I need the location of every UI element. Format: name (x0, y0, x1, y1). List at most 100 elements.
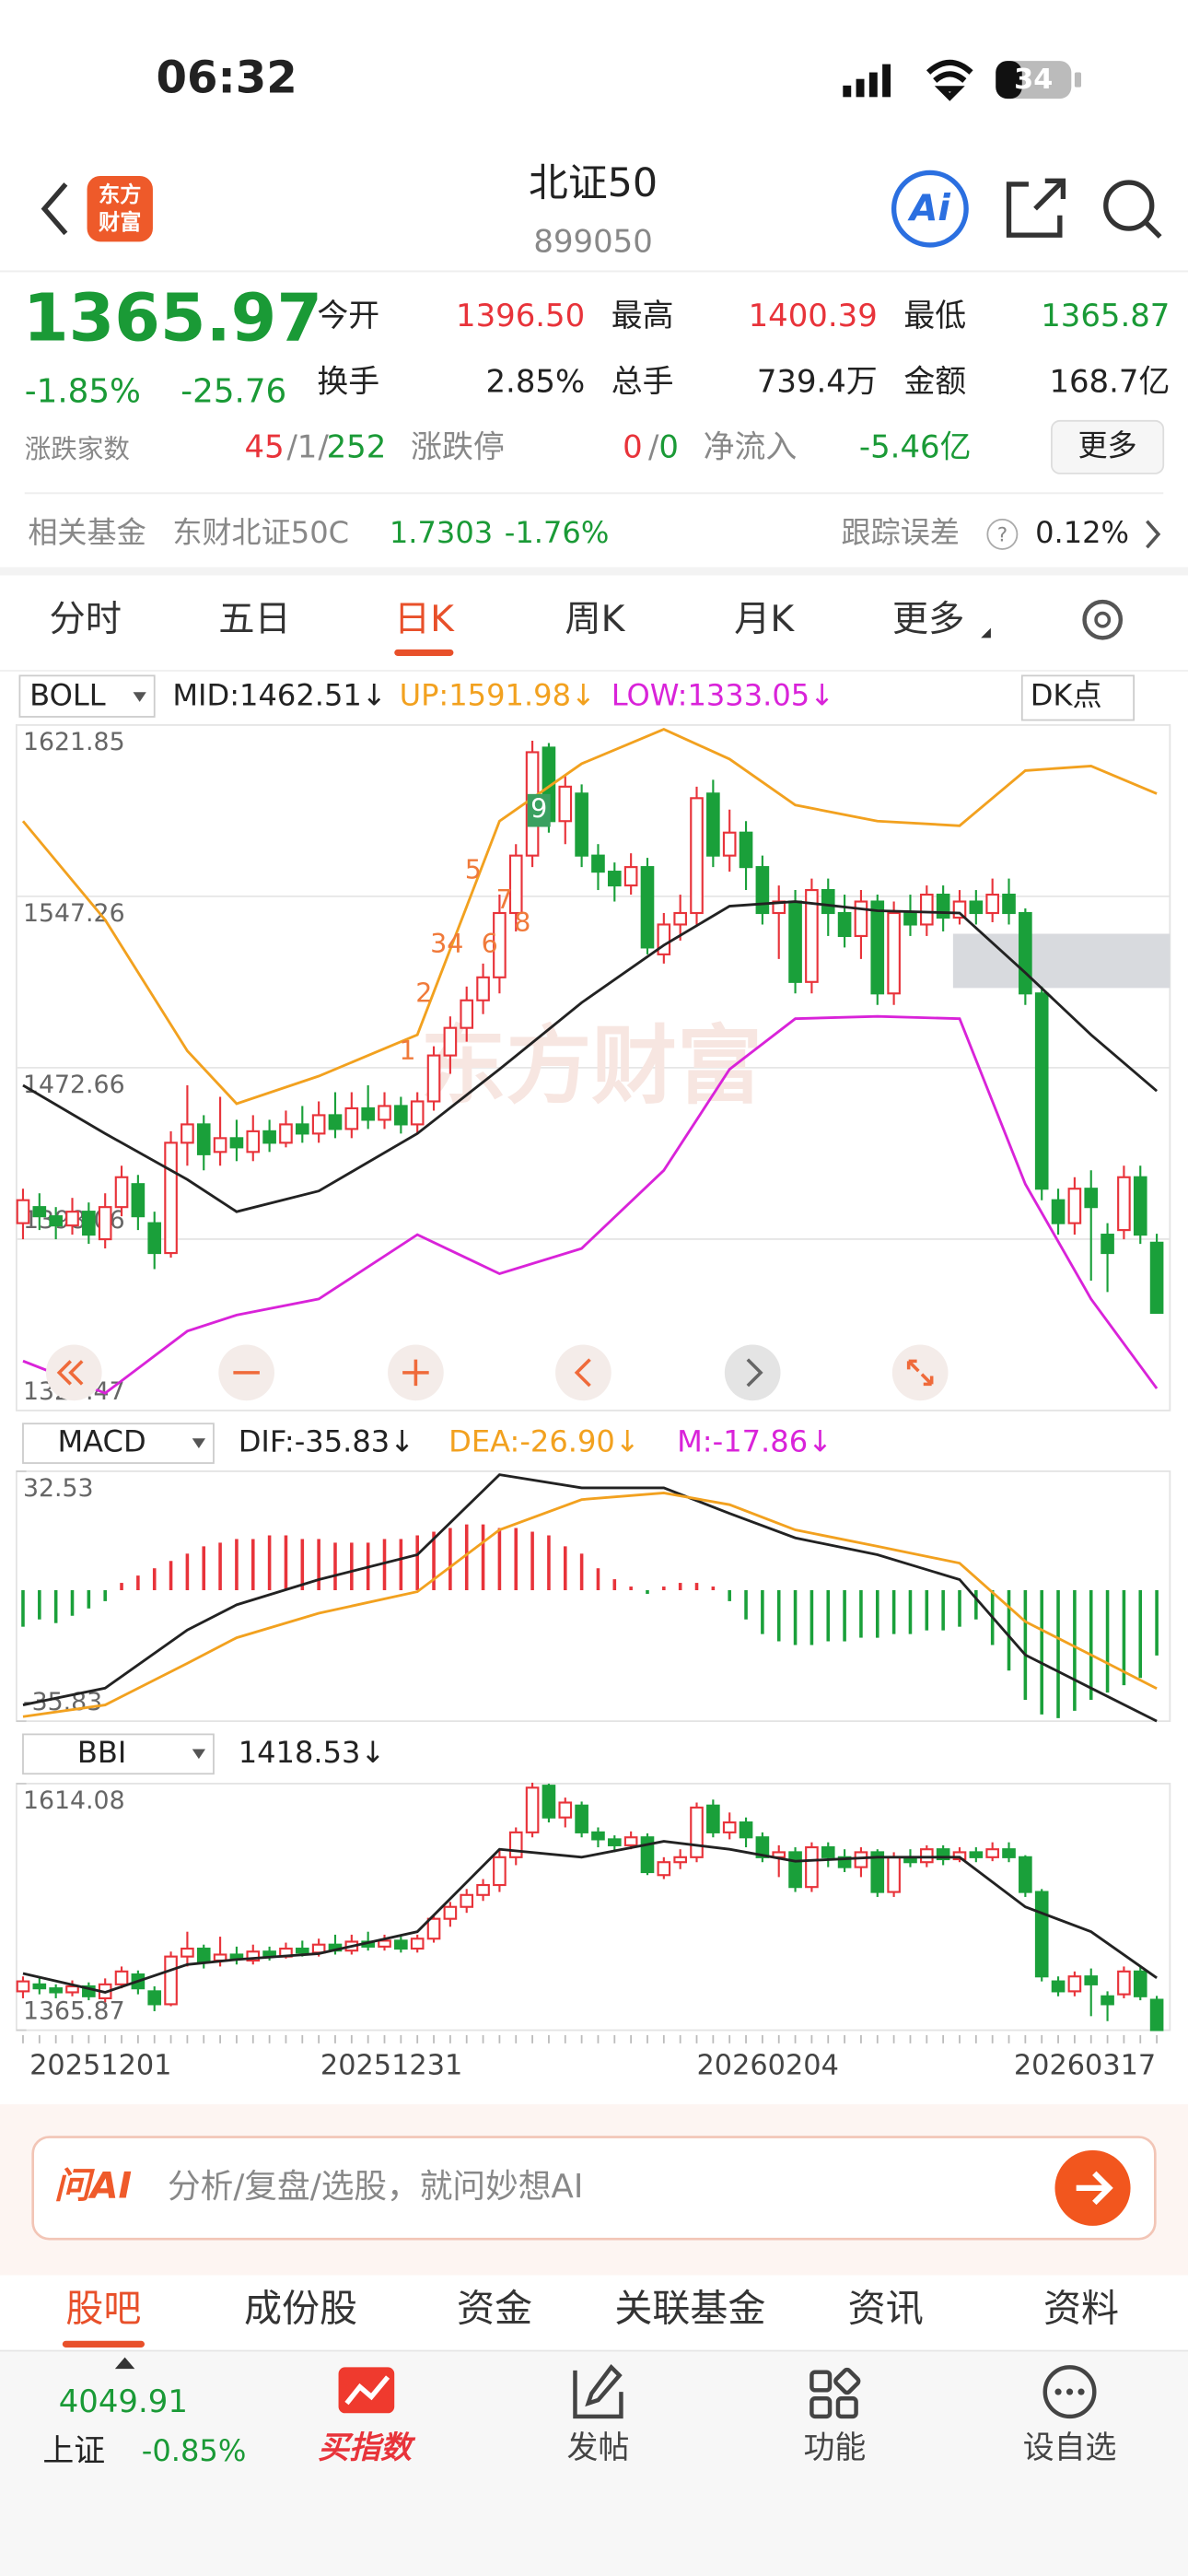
index-code: 899050 (533, 224, 652, 260)
tab[interactable]: 五日 (218, 599, 291, 640)
limit-label: 涨跌停 (411, 429, 505, 465)
section-tab[interactable]: 资金 (457, 2287, 532, 2331)
indicator-select[interactable] (18, 674, 156, 718)
breadth-sep: / (318, 429, 329, 465)
chart-control[interactable] (45, 1344, 102, 1401)
candle-body (164, 1955, 178, 2006)
breadth-label: 涨跌家数 (25, 434, 130, 464)
candle-body (1051, 1199, 1066, 1224)
candle-body (16, 1199, 30, 1224)
candle-body (1117, 1970, 1131, 1996)
nav-index-value: 4049.91 (59, 2383, 188, 2419)
candle-body (821, 1845, 835, 1858)
chart-frame (15, 1783, 1171, 2032)
td-count: 1 (399, 1036, 415, 1066)
breadth-fall: 252 (327, 429, 387, 465)
page-title: 北证50 (529, 160, 658, 206)
dropdown-arrow (192, 1438, 206, 1448)
candle-body (558, 785, 573, 823)
nav-item[interactable]: 功能 (803, 2430, 866, 2465)
battery-text: 34 (1014, 64, 1053, 96)
candle-body (607, 871, 622, 887)
candle-body (476, 1883, 490, 1896)
share-button[interactable] (1006, 178, 1066, 238)
section-tab[interactable]: 成份股 (244, 2287, 357, 2331)
legend-item: UP:1591.98↓ (400, 678, 596, 713)
candle-body (1101, 1234, 1114, 1255)
candle-body (805, 888, 819, 983)
section-tab[interactable]: 关联基金 (614, 2287, 765, 2331)
candle-body (147, 1990, 162, 2006)
candle-body (378, 1105, 391, 1121)
x-tick-label: 20260317 (1014, 2049, 1156, 2081)
search-button[interactable] (1103, 180, 1162, 239)
change: -25.76 (181, 372, 286, 410)
candle-body (1067, 1188, 1082, 1224)
candle-body (114, 1970, 129, 1985)
field-value: 1396.50 (456, 298, 585, 334)
candle-body (887, 1856, 901, 1893)
indicator-select[interactable] (22, 1423, 215, 1464)
chart-control[interactable] (891, 1344, 949, 1401)
chart-control[interactable] (555, 1344, 611, 1401)
section-tab[interactable]: 资讯 (848, 2287, 924, 2331)
candle-body (394, 1105, 408, 1126)
legend-item: 1418.53↓ (239, 1735, 386, 1770)
candle-body (1149, 1241, 1164, 1315)
candle-body (969, 900, 984, 915)
td-count: 6 (482, 929, 498, 959)
nav-item[interactable]: 设自选 (1023, 2430, 1117, 2465)
candle-body (591, 854, 605, 873)
candle-body (246, 1130, 261, 1153)
tab[interactable]: 日K (394, 599, 455, 640)
tab[interactable]: 周K (565, 599, 625, 640)
candle-body (460, 999, 474, 1029)
y-tick-label: 1614.08 (23, 1786, 125, 1815)
help-icon[interactable] (986, 518, 1019, 550)
ai-label: Ai (907, 188, 950, 229)
candle-body (508, 1831, 523, 1858)
chart-control[interactable] (724, 1344, 781, 1401)
candle-body (575, 1804, 588, 1833)
breadth-rise: 45 (245, 429, 285, 465)
chart-frame (15, 1470, 1171, 1723)
settings-button[interactable] (1082, 599, 1124, 640)
breadth-flat: 1 (297, 429, 318, 465)
dk-badge[interactable] (1020, 674, 1136, 721)
candle-body (49, 1215, 63, 1227)
candle-body (690, 1806, 704, 1858)
candle-body (460, 1893, 474, 1908)
back-button[interactable] (41, 182, 68, 236)
candle-body (1002, 893, 1016, 915)
section-tab[interactable]: 股吧 (65, 2287, 141, 2331)
candle-body (1084, 1975, 1099, 1985)
dropdown-arrow (133, 692, 146, 702)
candle-body (952, 1851, 967, 1861)
td-count: 2 (415, 978, 432, 1009)
nav-item[interactable]: 买指数 (318, 2430, 416, 2465)
candle-body (378, 1939, 391, 1948)
candle-body (985, 1848, 999, 1858)
limit-sep: / (648, 429, 659, 465)
candle-body (98, 1206, 112, 1241)
tab[interactable]: 更多 (892, 599, 964, 640)
indicator-select[interactable] (22, 1733, 215, 1775)
ai-button[interactable] (891, 170, 969, 248)
tab[interactable]: 月K (734, 599, 795, 640)
td-count: 5 (465, 855, 482, 885)
nav-item[interactable]: 发帖 (567, 2430, 630, 2465)
tab[interactable]: 分时 (50, 599, 122, 640)
logo-text: 财富 (99, 210, 141, 235)
candle-body (1019, 1856, 1032, 1893)
candle-body (1149, 1998, 1164, 2032)
section-tab[interactable]: 资料 (1043, 2287, 1119, 2331)
candle-body (575, 792, 588, 857)
candle-body (82, 1985, 96, 1997)
post-icon (573, 2363, 623, 2419)
change-pct: -1.85% (25, 372, 141, 410)
control-icon (906, 1359, 934, 1387)
candle-body (16, 1980, 30, 1993)
ask-input[interactable] (31, 2136, 1157, 2241)
more-button[interactable] (1051, 419, 1165, 474)
candle-body (870, 900, 885, 995)
